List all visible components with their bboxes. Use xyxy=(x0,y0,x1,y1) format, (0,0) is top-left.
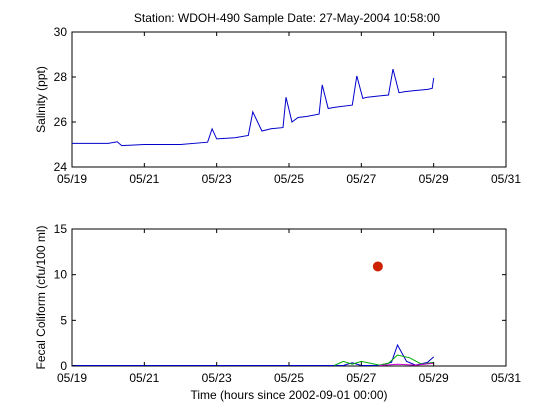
coliform-x-tick-label: 05/31 xyxy=(491,371,521,385)
coliform-x-tick-label: 05/21 xyxy=(129,371,159,385)
coliform-x-tick-label: 05/23 xyxy=(202,371,232,385)
coliform-x-tick-label: 05/25 xyxy=(274,371,304,385)
salinity-x-tick-label: 05/19 xyxy=(57,172,87,186)
coliform-axes-frame xyxy=(71,228,507,367)
coliform-x-tick-label: 05/29 xyxy=(419,371,449,385)
coliform-x-tick-label: 05/27 xyxy=(346,371,376,385)
salinity-x-tick-label: 05/25 xyxy=(274,172,304,186)
salinity-x-ticks: 05/19 05/21 05/23 05/25 05/27 05/29 05/31 xyxy=(57,32,521,186)
salinity-axes-frame xyxy=(71,31,507,168)
coliform-x-axis-label: Time (hours since 2002-09-01 00:00) xyxy=(191,388,388,402)
salinity-x-tick-label: 05/23 xyxy=(202,172,232,186)
salinity-x-tick-label: 05/21 xyxy=(129,172,159,186)
coliform-x-ticks: 05/19 05/21 05/23 05/25 05/27 05/29 05/31 xyxy=(57,229,521,385)
coliform-y-tick-label: 10 xyxy=(54,268,68,282)
coliform-sample-point xyxy=(372,261,383,272)
coliform-x-tick-label: 05/19 xyxy=(57,371,87,385)
coliform-y-tick-label: 15 xyxy=(54,222,68,236)
coliform-series-line xyxy=(379,362,434,366)
salinity-series-line xyxy=(72,68,435,147)
coliform-y-ticks: 0 5 10 15 xyxy=(54,222,506,373)
salinity-y-axis-label: Salinity (ppt) xyxy=(34,66,48,133)
chart-title: Station: WDOH-490 Sample Date: 27-May-20… xyxy=(134,11,440,25)
coliform-y-tick-label: 5 xyxy=(60,313,67,327)
coliform-series-line xyxy=(333,354,434,366)
salinity-panel: 05/19 05/21 05/23 05/25 05/27 05/29 05/31 24 26… xyxy=(34,25,521,186)
salinity-y-tick-label: 30 xyxy=(54,25,68,39)
salinity-y-ticks: 24 26 28 30 xyxy=(54,25,506,174)
coliform-panel: 05/19 05/21 05/23 05/25 05/27 05/29 05/31 0 5 10… xyxy=(34,222,521,402)
salinity-y-tick-label: 26 xyxy=(54,115,68,129)
salinity-series xyxy=(72,68,435,147)
salinity-x-tick-label: 05/31 xyxy=(491,172,521,186)
salinity-y-tick-label: 24 xyxy=(54,160,68,174)
coliform-y-tick-label: 0 xyxy=(60,359,67,373)
coliform-y-axis-label: Fecal Coliform (cfu/100 ml) xyxy=(34,225,48,369)
salinity-x-tick-label: 05/27 xyxy=(346,172,376,186)
salinity-x-tick-label: 05/29 xyxy=(419,172,449,186)
coliform-series xyxy=(72,343,435,366)
salinity-y-tick-label: 28 xyxy=(54,70,68,84)
coliform-points xyxy=(372,261,383,272)
